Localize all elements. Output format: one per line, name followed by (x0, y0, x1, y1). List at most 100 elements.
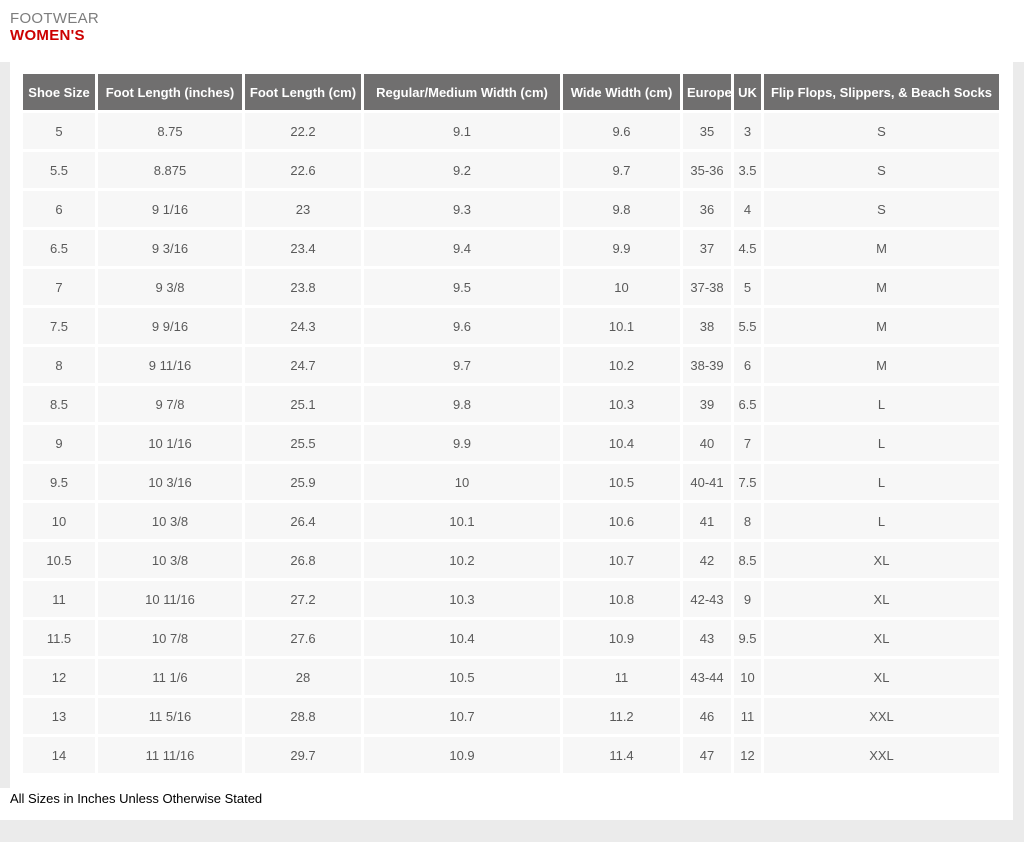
size-cell: M (764, 308, 999, 344)
size-cell: 35-36 (683, 152, 731, 188)
size-cell: 5 (734, 269, 761, 305)
size-cell: 38 (683, 308, 731, 344)
size-cell: 10.5 (23, 542, 95, 578)
size-cell: 10.5 (563, 464, 680, 500)
size-cell: 12 (734, 737, 761, 773)
size-cell: 4 (734, 191, 761, 227)
size-cell: L (764, 503, 999, 539)
size-cell: 10 (364, 464, 560, 500)
size-row: 11.5 10 7/8 27.6 10.4 10.9 43 9.5 XL (23, 620, 999, 656)
size-chart-table: Shoe Size Foot Length (inches) Foot Length… (20, 71, 1002, 776)
size-row: 6.5 9 3/16 23.4 9.4 9.9 37 4.5 M (23, 230, 999, 266)
size-cell: 7 (734, 425, 761, 461)
column-header: Flip Flops, Slippers, & Beach Socks (764, 74, 999, 110)
size-cell: 10 7/8 (98, 620, 242, 656)
size-cell: XL (764, 659, 999, 695)
size-row: 10 10 3/8 26.4 10.1 10.6 41 8 L (23, 503, 999, 539)
size-cell: 9 1/16 (98, 191, 242, 227)
size-cell: 23.8 (245, 269, 361, 305)
size-cell: 43 (683, 620, 731, 656)
column-header: UK (734, 74, 761, 110)
column-header: Regular/Medium Width (cm) (364, 74, 560, 110)
column-header: Foot Length (inches) (98, 74, 242, 110)
page-edge-background-right (1013, 62, 1024, 842)
size-cell: L (764, 386, 999, 422)
size-cell: 7.5 (23, 308, 95, 344)
size-cell: 5 (23, 113, 95, 149)
size-cell: 9 9/16 (98, 308, 242, 344)
size-cell: 9 11/16 (98, 347, 242, 383)
size-cell: 47 (683, 737, 731, 773)
size-cell: 11.5 (23, 620, 95, 656)
size-cell: 9.7 (563, 152, 680, 188)
size-cell: 10.4 (364, 620, 560, 656)
size-cell: 10.5 (364, 659, 560, 695)
size-cell: 10.1 (364, 503, 560, 539)
size-row: 13 11 5/16 28.8 10.7 11.2 46 11 XXL (23, 698, 999, 734)
size-cell: 46 (683, 698, 731, 734)
size-cell: 43-44 (683, 659, 731, 695)
size-cell: 38-39 (683, 347, 731, 383)
size-cell: 10.4 (563, 425, 680, 461)
size-cell: 10.1 (563, 308, 680, 344)
size-cell: 10 3/8 (98, 503, 242, 539)
size-cell: 8 (23, 347, 95, 383)
size-cell: 9.3 (364, 191, 560, 227)
size-row: 11 10 11/16 27.2 10.3 10.8 42-43 9 XL (23, 581, 999, 617)
size-cell: 8 (734, 503, 761, 539)
size-row: 5 8.75 22.2 9.1 9.6 35 3 S (23, 113, 999, 149)
size-cell: 10.7 (364, 698, 560, 734)
size-cell: 9.1 (364, 113, 560, 149)
size-row: 9.5 10 3/16 25.9 10 10.5 40-41 7.5 L (23, 464, 999, 500)
size-cell: 10 (563, 269, 680, 305)
size-cell: 9.6 (364, 308, 560, 344)
size-cell: L (764, 425, 999, 461)
size-cell: S (764, 152, 999, 188)
size-cell: 42-43 (683, 581, 731, 617)
footnote: All Sizes in Inches Unless Otherwise Sta… (10, 791, 263, 806)
size-cell: 11 (734, 698, 761, 734)
size-row: 7.5 9 9/16 24.3 9.6 10.1 38 5.5 M (23, 308, 999, 344)
size-cell: 11 1/6 (98, 659, 242, 695)
size-cell: 11.4 (563, 737, 680, 773)
size-cell: 10.6 (563, 503, 680, 539)
size-cell: 9 (734, 581, 761, 617)
size-cell: 28 (245, 659, 361, 695)
size-cell: M (764, 230, 999, 266)
column-header: Foot Length (cm) (245, 74, 361, 110)
size-cell: 9.8 (364, 386, 560, 422)
size-cell: 10 3/8 (98, 542, 242, 578)
size-cell: 22.2 (245, 113, 361, 149)
size-cell: 4.5 (734, 230, 761, 266)
size-cell: 11 5/16 (98, 698, 242, 734)
size-cell: XXL (764, 737, 999, 773)
size-cell: 10 3/16 (98, 464, 242, 500)
size-cell: 3 (734, 113, 761, 149)
column-header: Wide Width (cm) (563, 74, 680, 110)
size-cell: 10.8 (563, 581, 680, 617)
size-cell: 11 11/16 (98, 737, 242, 773)
size-cell: 29.7 (245, 737, 361, 773)
size-cell: 11 (563, 659, 680, 695)
size-cell: 10.2 (563, 347, 680, 383)
size-cell: 7.5 (734, 464, 761, 500)
size-cell: 25.5 (245, 425, 361, 461)
category-label: FOOTWEAR (10, 10, 100, 27)
size-cell: 24.7 (245, 347, 361, 383)
size-cell: 12 (23, 659, 95, 695)
size-cell: 10.9 (364, 737, 560, 773)
size-cell: 5.5 (23, 152, 95, 188)
size-cell: 9.8 (563, 191, 680, 227)
size-cell: 9.5 (364, 269, 560, 305)
size-cell: 9.5 (734, 620, 761, 656)
size-row: 14 11 11/16 29.7 10.9 11.4 47 12 XXL (23, 737, 999, 773)
size-cell: XXL (764, 698, 999, 734)
size-cell: 6 (734, 347, 761, 383)
size-cell: 5.5 (734, 308, 761, 344)
size-chart-header: Shoe Size Foot Length (inches) Foot Length… (23, 74, 999, 110)
size-cell: M (764, 347, 999, 383)
size-cell: 14 (23, 737, 95, 773)
page-title: WOMEN'S (10, 27, 85, 44)
